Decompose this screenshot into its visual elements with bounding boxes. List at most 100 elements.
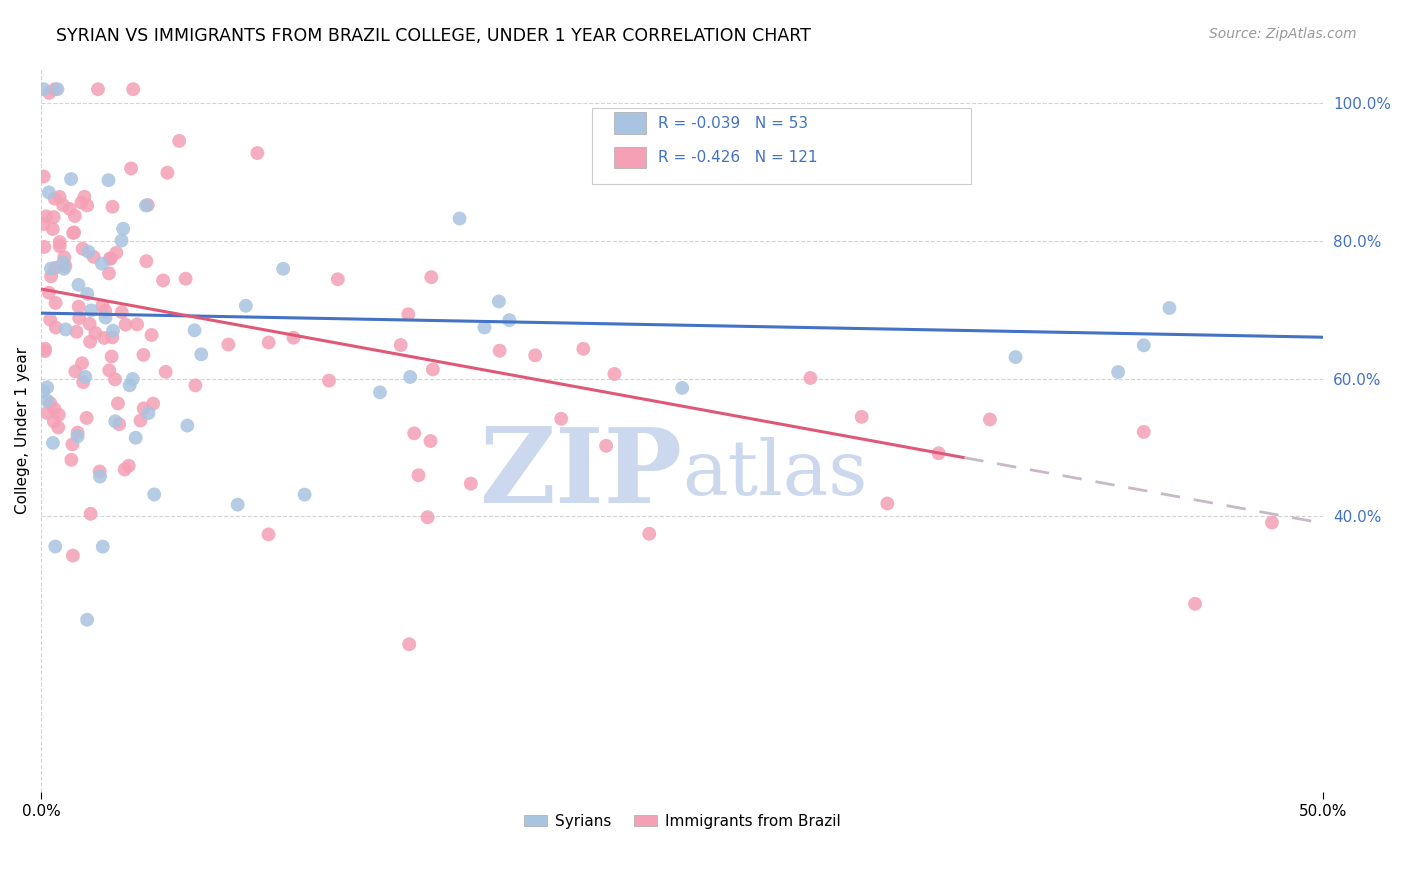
Point	[53, 259, 76, 273]
Point	[422, 362, 444, 376]
Point	[142, 397, 165, 411]
Point	[87, 82, 110, 96]
Point	[114, 462, 136, 476]
Point	[44, 401, 66, 416]
Point	[91, 540, 114, 554]
Point	[408, 468, 430, 483]
Point	[155, 365, 177, 379]
Point	[34, 342, 56, 356]
Point	[76, 613, 98, 627]
Y-axis label: College, Under 1 year: College, Under 1 year	[15, 347, 30, 514]
Point	[93, 331, 115, 345]
Point	[60, 452, 83, 467]
Legend: Syrians, Immigrants from Brazil: Syrians, Immigrants from Brazil	[517, 808, 846, 835]
Point	[67, 300, 90, 314]
Point	[184, 378, 207, 392]
Point	[44, 82, 66, 96]
Point	[45, 296, 67, 310]
Point	[70, 195, 93, 210]
Point	[32, 384, 55, 398]
Point	[48, 239, 70, 253]
Text: atlas: atlas	[682, 437, 868, 510]
Point	[101, 200, 124, 214]
Point	[141, 328, 163, 343]
Point	[35, 210, 58, 224]
Point	[152, 273, 174, 287]
Point	[72, 375, 94, 389]
Point	[420, 270, 443, 285]
Point	[110, 234, 132, 248]
Point	[48, 190, 70, 204]
Point	[226, 498, 249, 512]
Point	[63, 209, 86, 223]
Point	[326, 272, 349, 286]
Point	[105, 245, 128, 260]
Point	[38, 285, 60, 300]
Point	[1184, 597, 1206, 611]
Point	[62, 226, 84, 240]
Point	[63, 226, 86, 240]
Point	[34, 240, 56, 254]
Point	[75, 370, 97, 384]
Point	[44, 540, 66, 554]
Point	[167, 134, 190, 148]
Point	[129, 413, 152, 427]
Point	[474, 320, 496, 334]
FancyBboxPatch shape	[614, 112, 647, 134]
Point	[1004, 350, 1026, 364]
Point	[135, 254, 157, 268]
Point	[100, 252, 122, 266]
Point	[928, 446, 950, 460]
Point	[572, 342, 595, 356]
Text: Source: ZipAtlas.com: Source: ZipAtlas.com	[1209, 27, 1357, 41]
Point	[132, 348, 155, 362]
Point	[488, 343, 510, 358]
Point	[183, 323, 205, 337]
Point	[76, 198, 98, 212]
Point	[45, 320, 67, 334]
Point	[283, 331, 305, 345]
Point	[48, 408, 70, 422]
Point	[98, 266, 121, 280]
Point	[398, 637, 420, 651]
Point	[35, 393, 58, 408]
Point	[42, 210, 65, 224]
Point	[48, 235, 70, 249]
Point	[190, 347, 212, 361]
Point	[39, 396, 62, 410]
Point	[79, 317, 101, 331]
Point	[46, 82, 69, 96]
Point	[55, 322, 77, 336]
Point	[460, 476, 482, 491]
Point	[1159, 301, 1181, 315]
Point	[235, 299, 257, 313]
Point	[114, 318, 136, 332]
Point	[112, 221, 135, 235]
Point	[79, 334, 101, 349]
Point	[73, 190, 96, 204]
Point	[94, 310, 117, 325]
Point	[118, 378, 141, 392]
Point	[98, 252, 121, 266]
Point	[104, 414, 127, 428]
Point	[404, 426, 426, 441]
Point	[53, 250, 76, 264]
Point	[60, 172, 83, 186]
Point	[638, 526, 661, 541]
Point	[91, 299, 114, 313]
Point	[32, 82, 55, 96]
Point	[76, 286, 98, 301]
Point	[368, 385, 391, 400]
Point	[979, 412, 1001, 426]
Point	[84, 326, 107, 340]
Point	[108, 417, 131, 432]
Text: R = -0.039   N = 53: R = -0.039 N = 53	[658, 116, 808, 130]
Point	[80, 303, 103, 318]
Point	[72, 242, 94, 256]
Point	[100, 350, 122, 364]
Point	[97, 173, 120, 187]
Point	[32, 169, 55, 184]
Point	[42, 414, 65, 428]
Point	[107, 396, 129, 410]
Point	[38, 86, 60, 100]
